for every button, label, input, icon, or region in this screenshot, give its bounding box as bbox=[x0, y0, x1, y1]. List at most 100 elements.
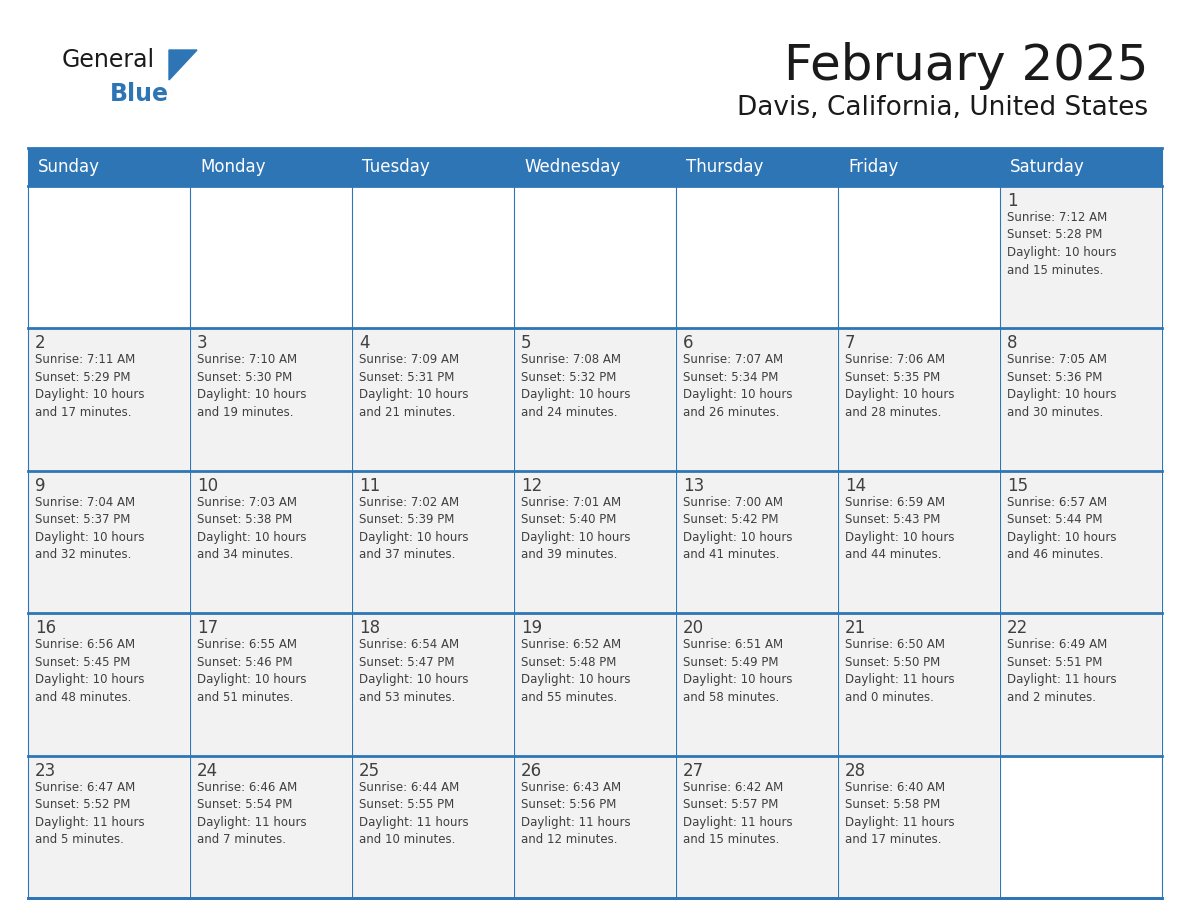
Text: Sunrise: 7:01 AM
Sunset: 5:40 PM
Daylight: 10 hours
and 39 minutes.: Sunrise: 7:01 AM Sunset: 5:40 PM Dayligh… bbox=[522, 496, 631, 561]
Text: Sunrise: 6:52 AM
Sunset: 5:48 PM
Daylight: 10 hours
and 55 minutes.: Sunrise: 6:52 AM Sunset: 5:48 PM Dayligh… bbox=[522, 638, 631, 704]
Text: Sunrise: 6:57 AM
Sunset: 5:44 PM
Daylight: 10 hours
and 46 minutes.: Sunrise: 6:57 AM Sunset: 5:44 PM Dayligh… bbox=[1007, 496, 1117, 561]
Bar bbox=[514, 756, 676, 898]
Bar bbox=[838, 186, 1000, 329]
Bar bbox=[190, 329, 352, 471]
Text: 5: 5 bbox=[522, 334, 531, 353]
Text: Sunrise: 6:47 AM
Sunset: 5:52 PM
Daylight: 11 hours
and 5 minutes.: Sunrise: 6:47 AM Sunset: 5:52 PM Dayligh… bbox=[34, 780, 145, 846]
Text: 20: 20 bbox=[683, 620, 704, 637]
Text: 22: 22 bbox=[1007, 620, 1029, 637]
Text: Sunrise: 7:07 AM
Sunset: 5:34 PM
Daylight: 10 hours
and 26 minutes.: Sunrise: 7:07 AM Sunset: 5:34 PM Dayligh… bbox=[683, 353, 792, 419]
Text: 17: 17 bbox=[197, 620, 219, 637]
Bar bbox=[190, 186, 352, 329]
Text: Monday: Monday bbox=[200, 158, 265, 176]
Bar bbox=[514, 186, 676, 329]
Text: Sunrise: 6:42 AM
Sunset: 5:57 PM
Daylight: 11 hours
and 15 minutes.: Sunrise: 6:42 AM Sunset: 5:57 PM Dayligh… bbox=[683, 780, 792, 846]
Bar bbox=[1000, 756, 1162, 898]
Text: Sunrise: 7:04 AM
Sunset: 5:37 PM
Daylight: 10 hours
and 32 minutes.: Sunrise: 7:04 AM Sunset: 5:37 PM Dayligh… bbox=[34, 496, 145, 561]
Text: 2: 2 bbox=[34, 334, 45, 353]
Bar bbox=[352, 756, 514, 898]
Text: Sunrise: 6:46 AM
Sunset: 5:54 PM
Daylight: 11 hours
and 7 minutes.: Sunrise: 6:46 AM Sunset: 5:54 PM Dayligh… bbox=[197, 780, 307, 846]
Text: Sunrise: 6:44 AM
Sunset: 5:55 PM
Daylight: 11 hours
and 10 minutes.: Sunrise: 6:44 AM Sunset: 5:55 PM Dayligh… bbox=[359, 780, 468, 846]
Bar bbox=[838, 756, 1000, 898]
Bar bbox=[190, 613, 352, 756]
Bar bbox=[838, 471, 1000, 613]
Text: 23: 23 bbox=[34, 762, 56, 779]
Text: Tuesday: Tuesday bbox=[362, 158, 430, 176]
Bar bbox=[352, 329, 514, 471]
Text: Sunrise: 7:00 AM
Sunset: 5:42 PM
Daylight: 10 hours
and 41 minutes.: Sunrise: 7:00 AM Sunset: 5:42 PM Dayligh… bbox=[683, 496, 792, 561]
Text: Sunrise: 7:02 AM
Sunset: 5:39 PM
Daylight: 10 hours
and 37 minutes.: Sunrise: 7:02 AM Sunset: 5:39 PM Dayligh… bbox=[359, 496, 468, 561]
Text: 15: 15 bbox=[1007, 476, 1028, 495]
Text: Sunrise: 7:03 AM
Sunset: 5:38 PM
Daylight: 10 hours
and 34 minutes.: Sunrise: 7:03 AM Sunset: 5:38 PM Dayligh… bbox=[197, 496, 307, 561]
Text: General: General bbox=[62, 48, 156, 72]
Bar bbox=[838, 613, 1000, 756]
Text: 11: 11 bbox=[359, 476, 380, 495]
Bar bbox=[676, 613, 838, 756]
Text: 18: 18 bbox=[359, 620, 380, 637]
Bar bbox=[514, 613, 676, 756]
Bar bbox=[29, 613, 190, 756]
Text: Sunrise: 7:06 AM
Sunset: 5:35 PM
Daylight: 10 hours
and 28 minutes.: Sunrise: 7:06 AM Sunset: 5:35 PM Dayligh… bbox=[845, 353, 954, 419]
Text: February 2025: February 2025 bbox=[784, 42, 1148, 90]
Bar bbox=[1000, 329, 1162, 471]
Bar bbox=[514, 329, 676, 471]
Text: Friday: Friday bbox=[848, 158, 898, 176]
Text: Sunrise: 7:09 AM
Sunset: 5:31 PM
Daylight: 10 hours
and 21 minutes.: Sunrise: 7:09 AM Sunset: 5:31 PM Dayligh… bbox=[359, 353, 468, 419]
Text: Davis, California, United States: Davis, California, United States bbox=[737, 95, 1148, 121]
Text: 6: 6 bbox=[683, 334, 694, 353]
Bar bbox=[352, 471, 514, 613]
Text: 13: 13 bbox=[683, 476, 704, 495]
Text: Sunrise: 6:59 AM
Sunset: 5:43 PM
Daylight: 10 hours
and 44 minutes.: Sunrise: 6:59 AM Sunset: 5:43 PM Dayligh… bbox=[845, 496, 954, 561]
Text: 19: 19 bbox=[522, 620, 542, 637]
Text: 7: 7 bbox=[845, 334, 855, 353]
Text: 14: 14 bbox=[845, 476, 866, 495]
Bar bbox=[29, 756, 190, 898]
Text: 27: 27 bbox=[683, 762, 704, 779]
Bar bbox=[29, 329, 190, 471]
Text: Thursday: Thursday bbox=[685, 158, 764, 176]
Text: Sunrise: 6:49 AM
Sunset: 5:51 PM
Daylight: 11 hours
and 2 minutes.: Sunrise: 6:49 AM Sunset: 5:51 PM Dayligh… bbox=[1007, 638, 1117, 704]
Text: Sunrise: 6:55 AM
Sunset: 5:46 PM
Daylight: 10 hours
and 51 minutes.: Sunrise: 6:55 AM Sunset: 5:46 PM Dayligh… bbox=[197, 638, 307, 704]
Text: Wednesday: Wednesday bbox=[524, 158, 620, 176]
Text: 21: 21 bbox=[845, 620, 866, 637]
Text: 24: 24 bbox=[197, 762, 219, 779]
Bar bbox=[676, 329, 838, 471]
Text: Sunrise: 6:51 AM
Sunset: 5:49 PM
Daylight: 10 hours
and 58 minutes.: Sunrise: 6:51 AM Sunset: 5:49 PM Dayligh… bbox=[683, 638, 792, 704]
Text: 28: 28 bbox=[845, 762, 866, 779]
Text: Saturday: Saturday bbox=[1010, 158, 1085, 176]
Text: Sunrise: 6:54 AM
Sunset: 5:47 PM
Daylight: 10 hours
and 53 minutes.: Sunrise: 6:54 AM Sunset: 5:47 PM Dayligh… bbox=[359, 638, 468, 704]
Bar bbox=[676, 186, 838, 329]
Bar bbox=[676, 471, 838, 613]
Text: Sunrise: 7:10 AM
Sunset: 5:30 PM
Daylight: 10 hours
and 19 minutes.: Sunrise: 7:10 AM Sunset: 5:30 PM Dayligh… bbox=[197, 353, 307, 419]
Bar bbox=[352, 613, 514, 756]
Text: 1: 1 bbox=[1007, 192, 1018, 210]
Text: 3: 3 bbox=[197, 334, 208, 353]
Bar bbox=[190, 471, 352, 613]
Text: 25: 25 bbox=[359, 762, 380, 779]
Text: 16: 16 bbox=[34, 620, 56, 637]
Polygon shape bbox=[169, 50, 197, 80]
Text: Sunrise: 7:12 AM
Sunset: 5:28 PM
Daylight: 10 hours
and 15 minutes.: Sunrise: 7:12 AM Sunset: 5:28 PM Dayligh… bbox=[1007, 211, 1117, 276]
Bar bbox=[838, 329, 1000, 471]
Bar bbox=[514, 471, 676, 613]
Bar bbox=[29, 471, 190, 613]
Bar bbox=[190, 756, 352, 898]
Bar bbox=[676, 756, 838, 898]
Text: Sunrise: 7:11 AM
Sunset: 5:29 PM
Daylight: 10 hours
and 17 minutes.: Sunrise: 7:11 AM Sunset: 5:29 PM Dayligh… bbox=[34, 353, 145, 419]
Text: Sunrise: 7:08 AM
Sunset: 5:32 PM
Daylight: 10 hours
and 24 minutes.: Sunrise: 7:08 AM Sunset: 5:32 PM Dayligh… bbox=[522, 353, 631, 419]
Text: Sunday: Sunday bbox=[38, 158, 100, 176]
Text: Sunrise: 6:56 AM
Sunset: 5:45 PM
Daylight: 10 hours
and 48 minutes.: Sunrise: 6:56 AM Sunset: 5:45 PM Dayligh… bbox=[34, 638, 145, 704]
Text: 10: 10 bbox=[197, 476, 219, 495]
Bar bbox=[29, 186, 190, 329]
Text: 4: 4 bbox=[359, 334, 369, 353]
Text: 8: 8 bbox=[1007, 334, 1017, 353]
Bar bbox=[29, 148, 1162, 186]
Text: Sunrise: 6:40 AM
Sunset: 5:58 PM
Daylight: 11 hours
and 17 minutes.: Sunrise: 6:40 AM Sunset: 5:58 PM Dayligh… bbox=[845, 780, 955, 846]
Text: 12: 12 bbox=[522, 476, 542, 495]
Text: Sunrise: 6:50 AM
Sunset: 5:50 PM
Daylight: 11 hours
and 0 minutes.: Sunrise: 6:50 AM Sunset: 5:50 PM Dayligh… bbox=[845, 638, 955, 704]
Text: Sunrise: 6:43 AM
Sunset: 5:56 PM
Daylight: 11 hours
and 12 minutes.: Sunrise: 6:43 AM Sunset: 5:56 PM Dayligh… bbox=[522, 780, 631, 846]
Text: Blue: Blue bbox=[110, 82, 169, 106]
Text: 9: 9 bbox=[34, 476, 45, 495]
Bar bbox=[1000, 186, 1162, 329]
Bar bbox=[1000, 613, 1162, 756]
